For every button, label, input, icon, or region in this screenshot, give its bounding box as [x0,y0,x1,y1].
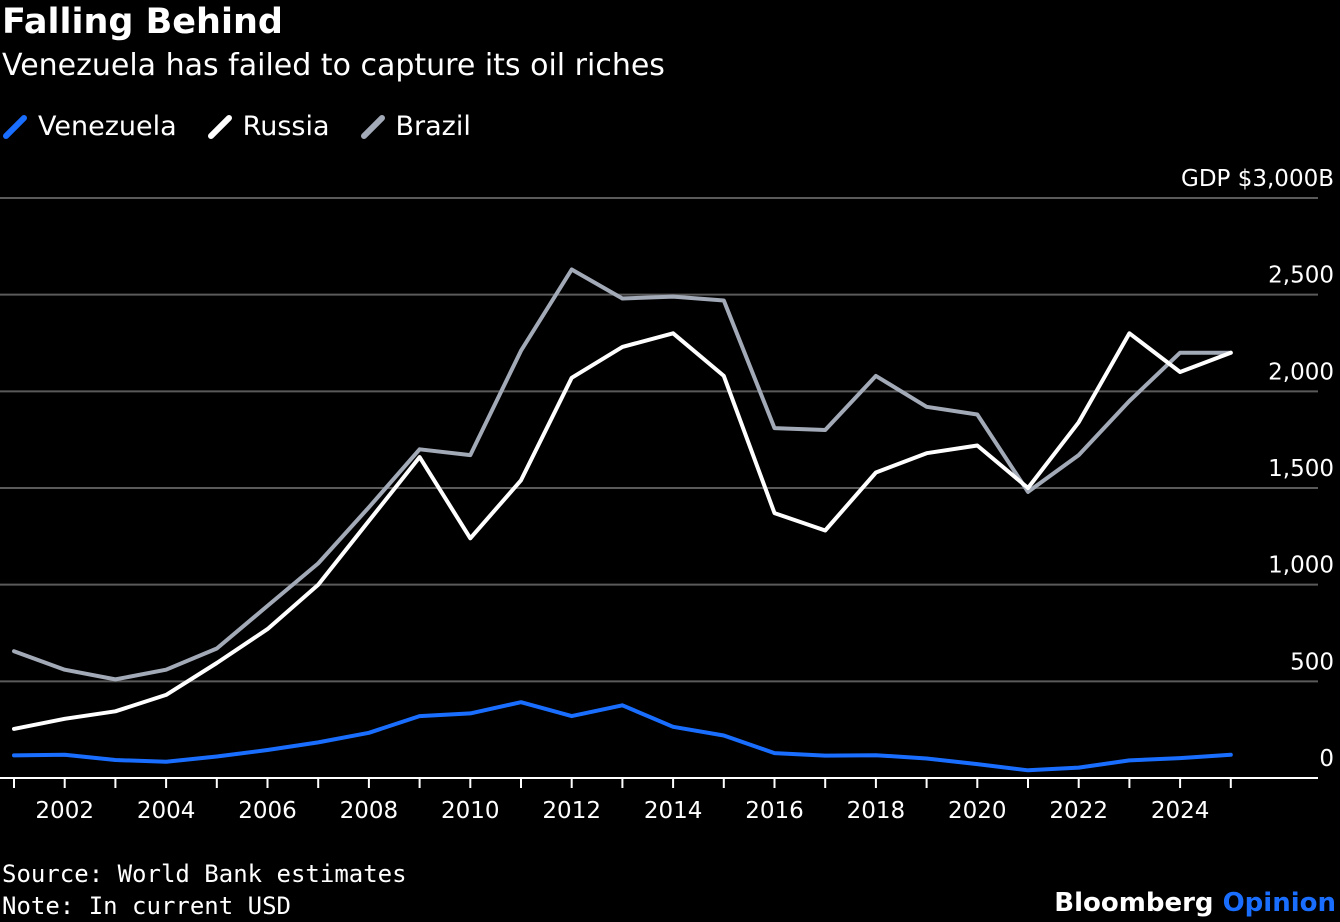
x-tick-label: 2022 [1049,798,1108,824]
series-lines [12,267,1233,773]
legend-swatch-russia [207,115,232,139]
x-tick-label: 2018 [847,798,906,824]
x-tick-label: 2012 [542,798,601,824]
x-tick-label: 2016 [745,798,804,824]
x-tick-label: 2024 [1151,798,1210,824]
x-tick-label: 2010 [441,798,500,824]
x-tick-label: 2020 [948,798,1007,824]
series-line-russia [12,331,1233,731]
legend-label-venezuela: Venezuela [38,110,177,142]
legend-swatch-venezuela [3,115,27,139]
y-tick-label: 1,000 [1268,553,1334,579]
series-line-venezuela [12,700,1233,773]
legend-label-russia: Russia [242,110,330,142]
series-line-brazil [12,267,1233,682]
axis-labels: 0 500 1,000 1,500 2,000 2,500 GDP $3,000B 2002 2… [35,166,1334,824]
brand-logo: Bloomberg Opinion [1054,886,1336,920]
legend-label-brazil: Brazil [395,110,471,142]
legend-item-russia: Russia [207,111,330,142]
legend-swatch-brazil [360,115,385,139]
legend: Venezuela Russia Brazil [2,106,501,146]
x-tick-label: 2006 [238,798,297,824]
brand-main: Bloomberg [1054,888,1214,918]
y-tick-label: 500 [1290,649,1334,675]
gridlines [0,197,1318,683]
units-note: Note: In current USD [2,892,291,920]
x-tick-label: 2008 [340,798,399,824]
x-tick-label: 2014 [644,798,703,824]
y-tick-label: 0 [1319,746,1334,772]
y-tick-label: 2,000 [1268,359,1334,385]
y-tick-label: 2,500 [1268,263,1334,289]
x-tick-label: 2002 [35,798,94,824]
source-note: Source: World Bank estimates [2,860,407,888]
x-axis [0,777,1318,788]
legend-item-venezuela: Venezuela [2,111,177,142]
brand-accent: Opinion [1222,888,1336,918]
chart-title: Falling Behind [2,2,283,42]
y-tick-label: 1,500 [1268,456,1334,482]
y-tick-label: GDP $3,000B [1181,166,1334,192]
chart-subtitle: Venezuela has failed to capture its oil … [2,48,665,83]
legend-item-brazil: Brazil [360,111,471,142]
x-tick-label: 2004 [137,798,196,824]
